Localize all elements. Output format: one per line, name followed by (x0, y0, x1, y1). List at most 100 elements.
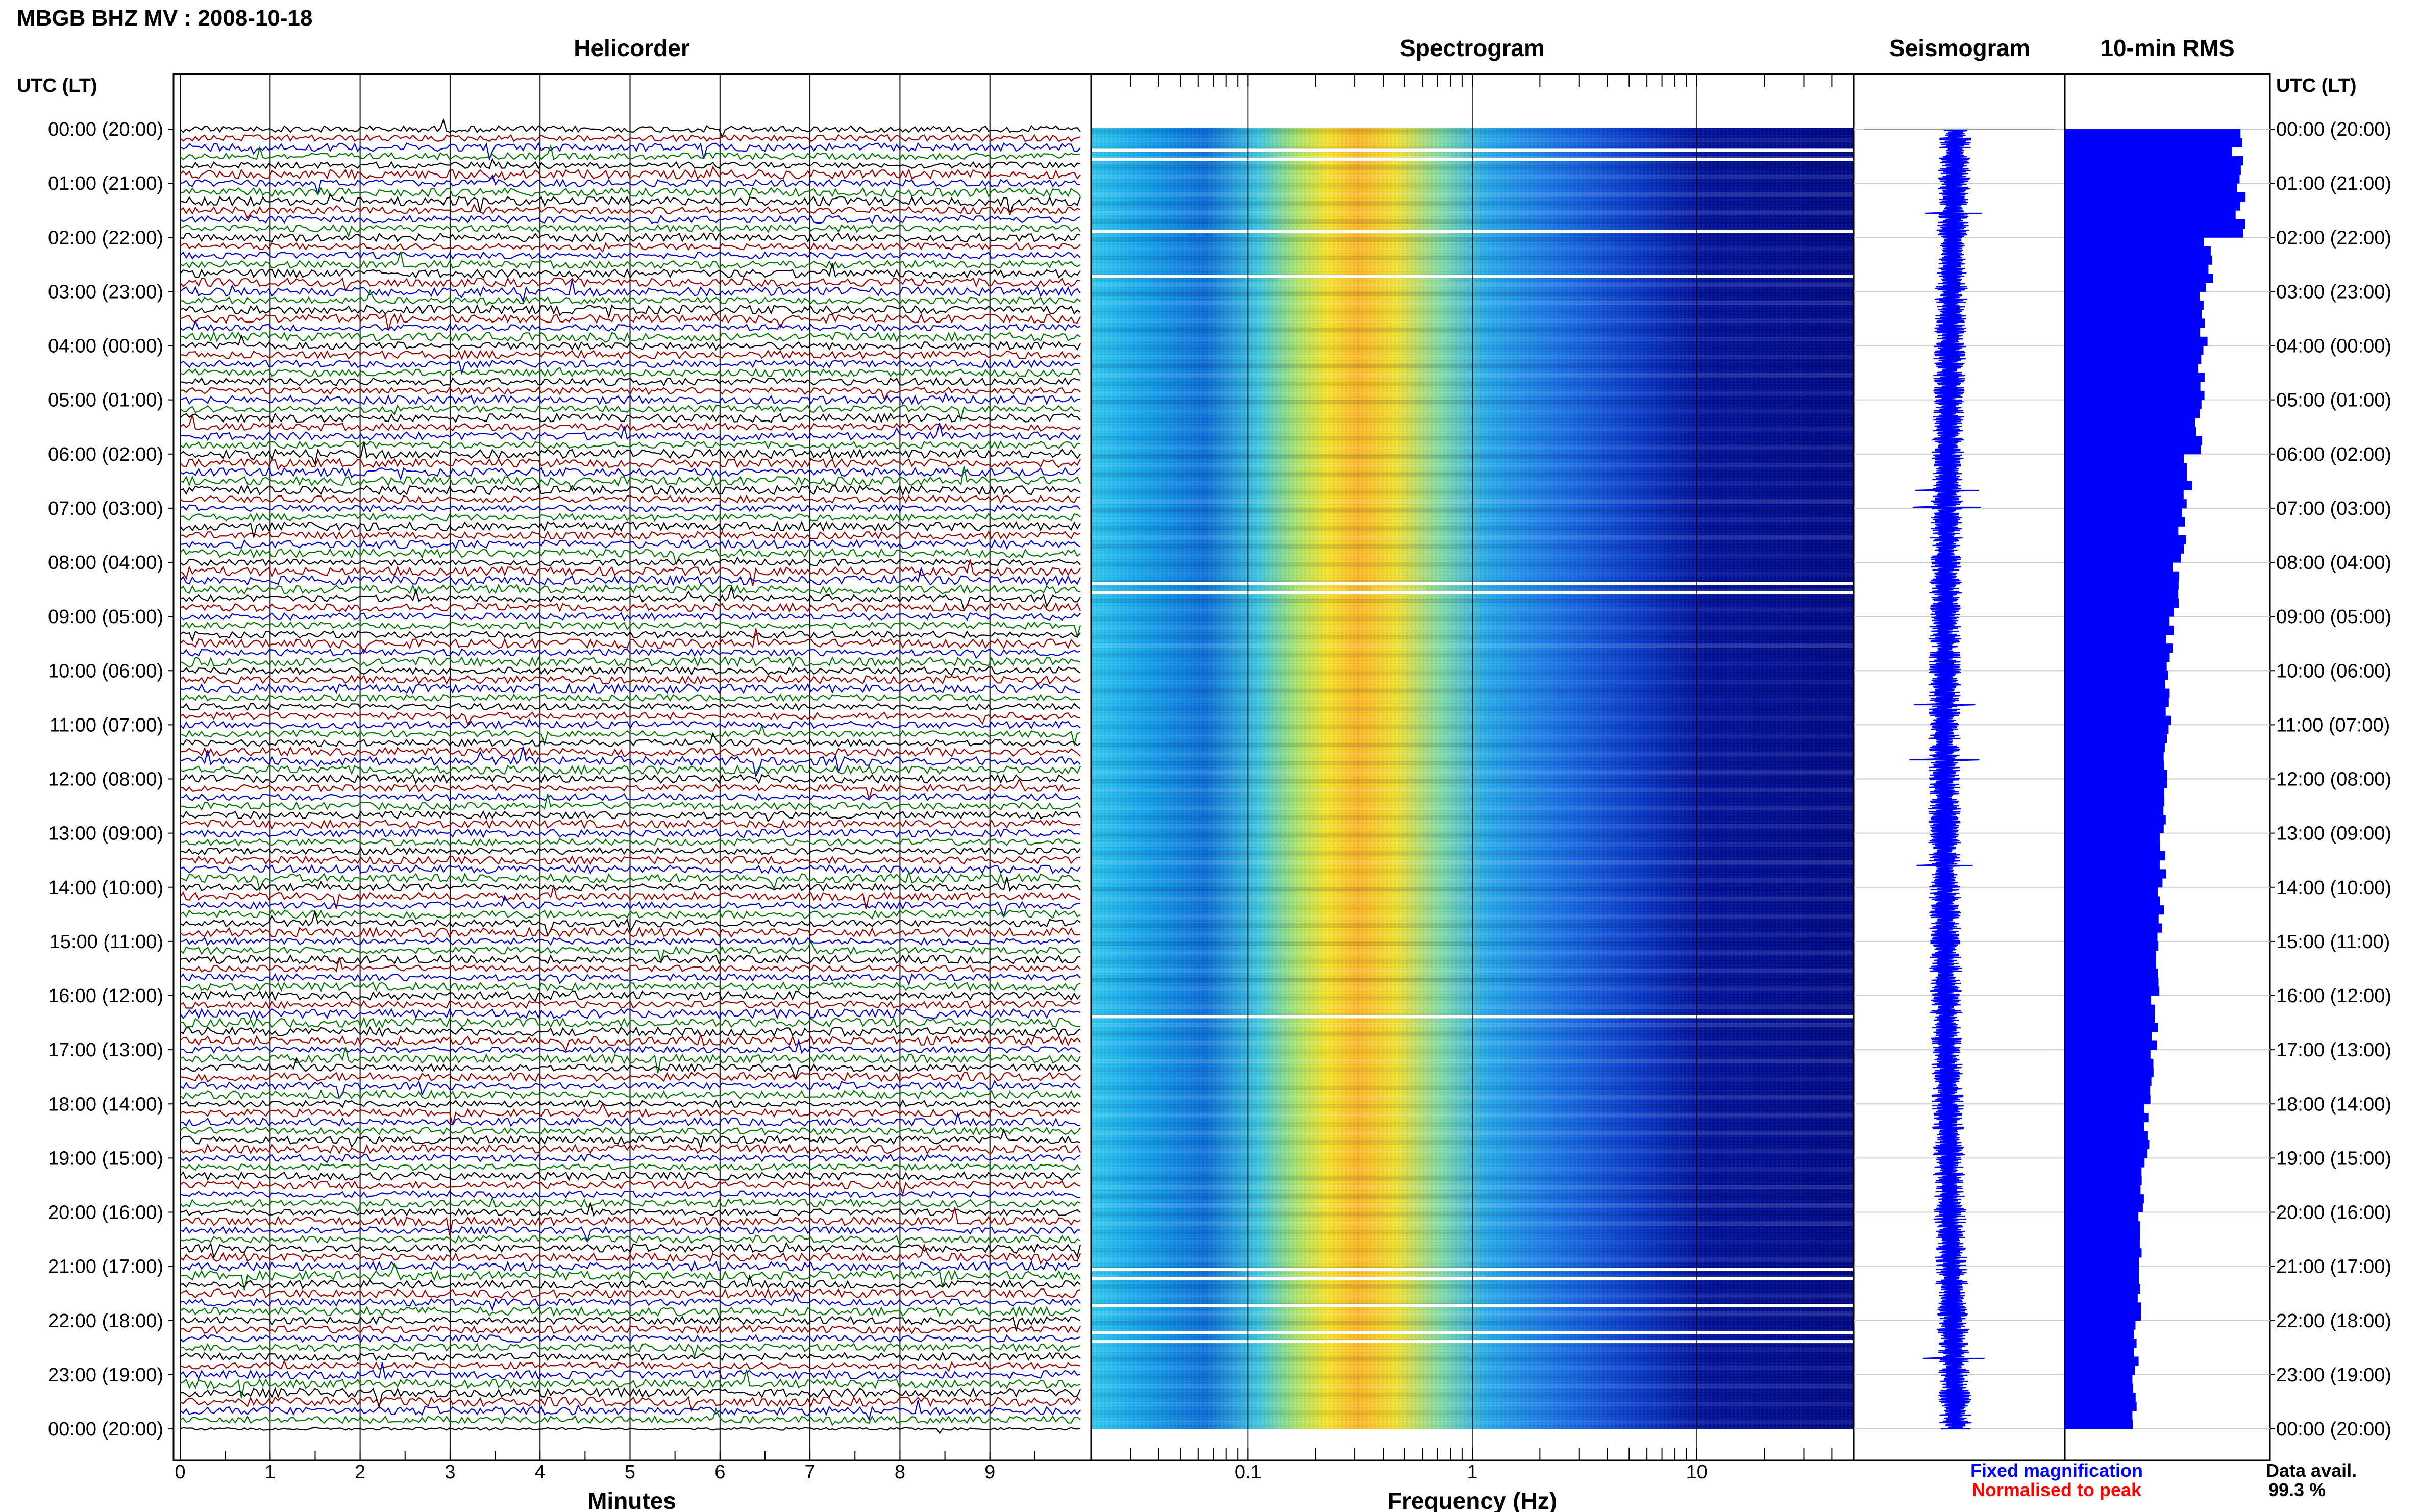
helicorder-trace (180, 289, 1081, 307)
time-label-right: 15:00 (11:00) (2276, 931, 2390, 953)
helicorder-trace (180, 1153, 1081, 1163)
helicorder-trace (180, 142, 1081, 161)
rms-bar (2065, 1230, 2140, 1240)
helicorder-trace (180, 1026, 1081, 1037)
helicorder-trace (180, 1207, 1081, 1236)
helicorder-trace (180, 1017, 1081, 1029)
rms-bar (2065, 1040, 2157, 1050)
figure-title: MBGB BHZ MV : 2008-10-18 (17, 6, 312, 31)
helicorder-trace (180, 1334, 1081, 1344)
helicorder-trace (180, 855, 1081, 865)
helicorder-trace (180, 118, 1081, 138)
time-label-right: 06:00 (02:00) (2276, 444, 2391, 465)
rms-bar (2065, 1339, 2137, 1348)
helicorder-title: Helicorder (574, 35, 690, 61)
rms-bar (2065, 788, 2164, 798)
helicorder-trace (180, 628, 1081, 655)
helicorder-trace (180, 1089, 1081, 1100)
time-axis-labels: 00:00 (20:00) 00:00 (20:00) 01:00 (21:00) 0… (48, 119, 2391, 1440)
helicorder-trace (180, 466, 1081, 492)
helicorder-trace (180, 203, 1081, 220)
helicorder-trace (180, 1274, 1081, 1290)
time-label-right: 23:00 (19:00) (2276, 1365, 2391, 1386)
time-label-left: 00:00 (20:00) (48, 1419, 163, 1440)
rms-bar (2065, 355, 2202, 364)
helicorder-trace (180, 884, 1081, 909)
rms-bar (2065, 625, 2174, 635)
helicorder-trace (180, 1171, 1081, 1181)
rms-bar (2065, 1401, 2137, 1411)
rms-bar (2065, 707, 2166, 716)
rms-bar (2065, 282, 2206, 292)
time-label-right: 20:00 (16:00) (2276, 1202, 2391, 1224)
helicorder-trace (180, 973, 1081, 986)
helicorder-trace (180, 1407, 1081, 1426)
time-label-left: 21:00 (17:00) (48, 1256, 163, 1278)
rms-bar (2065, 526, 2179, 536)
helicorder-trace (180, 134, 1081, 142)
spectrogram-tick-label: 0.1 (1235, 1461, 1262, 1483)
helicorder-trace (180, 556, 1081, 567)
helicorder-tick-label: 1 (265, 1461, 276, 1483)
seismogram-panel (1853, 73, 2066, 1461)
rms-bar (2065, 309, 2202, 319)
rms-bar (2065, 228, 2243, 238)
time-label-left: 18:00 (14:00) (48, 1094, 163, 1115)
rms-bar (2065, 968, 2158, 978)
helicorder-trace (180, 1163, 1081, 1171)
helicorder-trace (180, 412, 1081, 424)
helicorder-trace (180, 442, 1081, 466)
helicorder-tick-label: 9 (984, 1461, 995, 1483)
helicorder-trace (180, 1099, 1081, 1108)
helicorder-trace (180, 1180, 1081, 1196)
helicorder-trace (180, 529, 1081, 540)
helicorder-trace (180, 1202, 1081, 1217)
rms-bar (2065, 237, 2204, 247)
helicorder-trace (180, 773, 1081, 785)
helicorder-trace (180, 512, 1081, 522)
helicorder-trace (180, 1047, 1081, 1074)
helicorder-trace (180, 1128, 1081, 1150)
rms-bar (2065, 896, 2160, 906)
helicorder-trace (180, 602, 1081, 613)
legend-fixed-magnification: Fixed magnification (1970, 1460, 2143, 1481)
rms-bar (2065, 688, 2170, 698)
helicorder-trace (180, 1396, 1081, 1412)
helicorder-trace (180, 778, 1081, 802)
rms-bar (2065, 490, 2184, 500)
helicorder-trace (180, 1225, 1080, 1243)
rms-bar (2065, 418, 2195, 428)
time-label-right: 00:00 (20:00) (2276, 119, 2391, 140)
helicorder-trace (180, 1234, 1081, 1247)
helicorder-trace (180, 232, 1081, 243)
spectrogram-tick-label: 10 (1686, 1461, 1708, 1483)
rms-bar (2065, 770, 2167, 779)
rms-bar (2065, 977, 2159, 987)
helicorder-trace (180, 304, 1081, 319)
left-axis-header: UTC (LT) (17, 75, 97, 96)
helicorder-trace (180, 656, 1081, 668)
helicorder-trace (180, 484, 1081, 497)
rms-bar (2065, 336, 2208, 346)
helicorder-trace (180, 702, 1081, 711)
helicorder-trace (180, 1316, 1081, 1332)
seismogram-baseline (1864, 129, 2055, 130)
time-label-right: 04:00 (00:00) (2276, 336, 2391, 357)
rms-bar (2065, 571, 2180, 581)
time-label-left: 03:00 (23:00) (48, 281, 163, 303)
helicorder-trace (180, 334, 1081, 351)
time-label-right: 10:00 (06:00) (2276, 660, 2391, 682)
rms-bar (2065, 1112, 2149, 1123)
rms-bar (2065, 698, 2169, 707)
time-label-left: 04:00 (00:00) (48, 336, 163, 357)
rms-bar (2065, 1383, 2134, 1393)
rms-bar (2065, 517, 2185, 527)
helicorder-trace (180, 214, 1081, 225)
helicorder-trace (180, 937, 1081, 946)
rms-bar (2065, 1266, 2139, 1276)
rms-bar (2065, 634, 2166, 644)
rms-bar (2065, 671, 2168, 680)
rms-bar (2065, 535, 2186, 545)
rms-bar (2065, 1257, 2139, 1267)
rms-bar (2065, 715, 2171, 725)
